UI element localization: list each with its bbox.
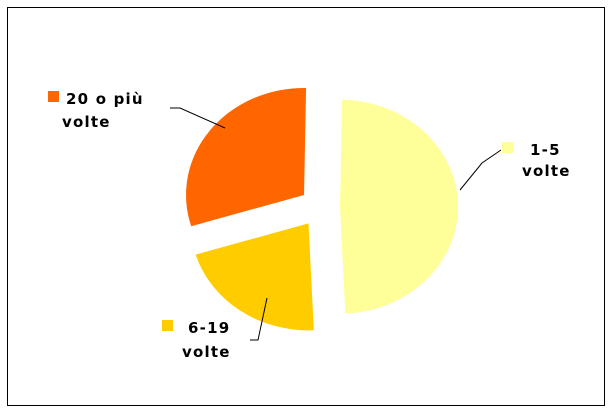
leader-line [250, 297, 268, 341]
slice-labels: 1-5 volte 6-19 volte 20 o più volte [48, 90, 571, 361]
legend-swatch [162, 320, 173, 331]
chart-frame [7, 7, 605, 406]
pie-slices [186, 87, 458, 331]
legend-swatch [48, 91, 59, 102]
pie-slice-1-5-volte [339, 99, 458, 314]
slice-label: volte [522, 162, 571, 180]
legend-swatch [502, 142, 513, 153]
slice-label: 6-19 [188, 319, 230, 337]
pie-slice-6-19-volte [195, 223, 314, 331]
leader-line [459, 149, 502, 191]
slice-label: volte [182, 343, 231, 361]
slice-label: 1-5 [530, 141, 561, 159]
leader-line [170, 107, 226, 129]
pie-slice-20-o-più-volte [186, 87, 307, 227]
slice-label: volte [62, 113, 111, 131]
leader-lines [170, 107, 502, 341]
slice-label: 20 o più [66, 90, 144, 108]
